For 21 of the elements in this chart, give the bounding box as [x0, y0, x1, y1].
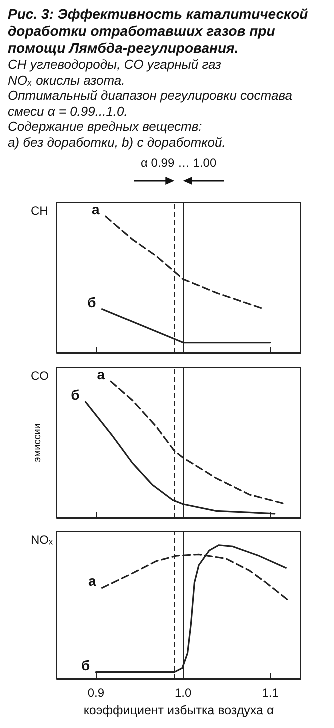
series-label: б: [88, 294, 97, 310]
series-label: а: [97, 366, 106, 383]
chart-title: CO: [31, 369, 49, 383]
series-label: б: [82, 657, 91, 674]
text: Рис. 3: Эффективность каталитической доработки отработавших газов при помощи Лямбда-регулирования.: [8, 6, 310, 57]
x-axis-title: коэффициент избытка воздуха α: [84, 703, 274, 718]
series-label: б: [71, 387, 80, 404]
text: CH углеводороды, CO угарный газ: [8, 57, 222, 72]
text: Содержание вредных веществ:: [8, 119, 204, 134]
x-tick-label: 1.0: [175, 686, 192, 700]
series-label: а: [88, 573, 97, 590]
chart-title: CH: [31, 204, 48, 218]
text: α 0.99 … 1.00: [141, 156, 217, 170]
text: a) без доработки, b) с доработкой.: [8, 134, 227, 150]
y-axis-title: эмиссии: [32, 424, 44, 462]
x-tick-label: 1.1: [262, 686, 280, 700]
chart-title: NOₓ: [31, 533, 53, 547]
series-label: а: [92, 202, 100, 218]
text: Оптимальный диапазон регулировки состава смеси α = 0.99...1.0.: [8, 88, 294, 119]
x-tick-label: 0.9: [88, 686, 105, 700]
text: NOₓ окислы азота.: [8, 72, 126, 88]
